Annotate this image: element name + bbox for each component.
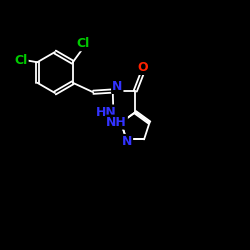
Text: N: N — [122, 135, 132, 148]
Text: N: N — [112, 80, 122, 93]
Text: Cl: Cl — [76, 37, 90, 50]
Text: NH: NH — [106, 116, 127, 128]
Text: Cl: Cl — [14, 54, 28, 67]
Text: HN: HN — [96, 106, 117, 118]
Text: O: O — [137, 61, 147, 74]
